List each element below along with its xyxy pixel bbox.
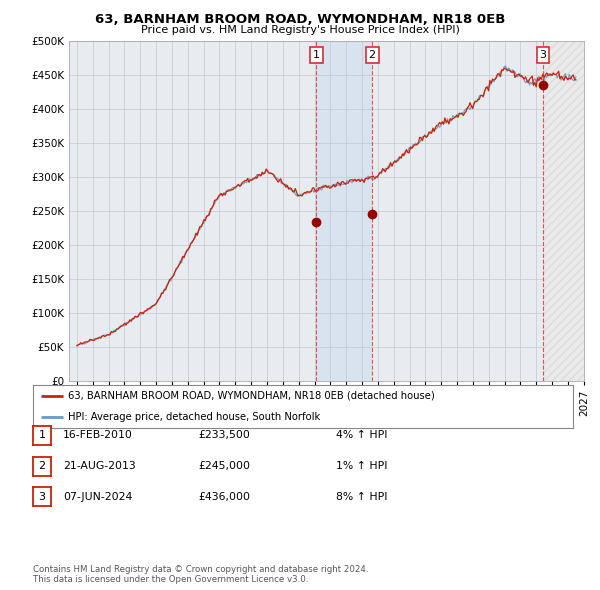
Text: 2: 2 [368,50,376,60]
Text: 1% ↑ HPI: 1% ↑ HPI [336,461,388,471]
Text: 07-JUN-2024: 07-JUN-2024 [63,492,133,502]
Bar [316,41,372,381]
Text: 3: 3 [38,492,46,502]
Text: £436,000: £436,000 [198,492,250,502]
Text: 63, BARNHAM BROOM ROAD, WYMONDHAM, NR18 0EB: 63, BARNHAM BROOM ROAD, WYMONDHAM, NR18 … [95,13,505,26]
Bar [543,41,584,381]
Text: 63, BARNHAM BROOM ROAD, WYMONDHAM, NR18 0EB (detached house): 63, BARNHAM BROOM ROAD, WYMONDHAM, NR18 … [68,391,435,401]
Text: 8% ↑ HPI: 8% ↑ HPI [336,492,388,502]
Text: 2: 2 [38,461,46,471]
Text: 3: 3 [539,50,547,60]
Text: Contains HM Land Registry data © Crown copyright and database right 2024.
This d: Contains HM Land Registry data © Crown c… [33,565,368,584]
Text: £233,500: £233,500 [198,431,250,440]
Text: Price paid vs. HM Land Registry's House Price Index (HPI): Price paid vs. HM Land Registry's House … [140,25,460,35]
Text: 1: 1 [38,431,46,440]
Text: 16-FEB-2010: 16-FEB-2010 [63,431,133,440]
Text: 21-AUG-2013: 21-AUG-2013 [63,461,136,471]
Text: £245,000: £245,000 [198,461,250,471]
Text: 4% ↑ HPI: 4% ↑ HPI [336,431,388,440]
Text: HPI: Average price, detached house, South Norfolk: HPI: Average price, detached house, Sout… [68,412,320,422]
Bar [543,41,584,381]
Text: 1: 1 [313,50,320,60]
